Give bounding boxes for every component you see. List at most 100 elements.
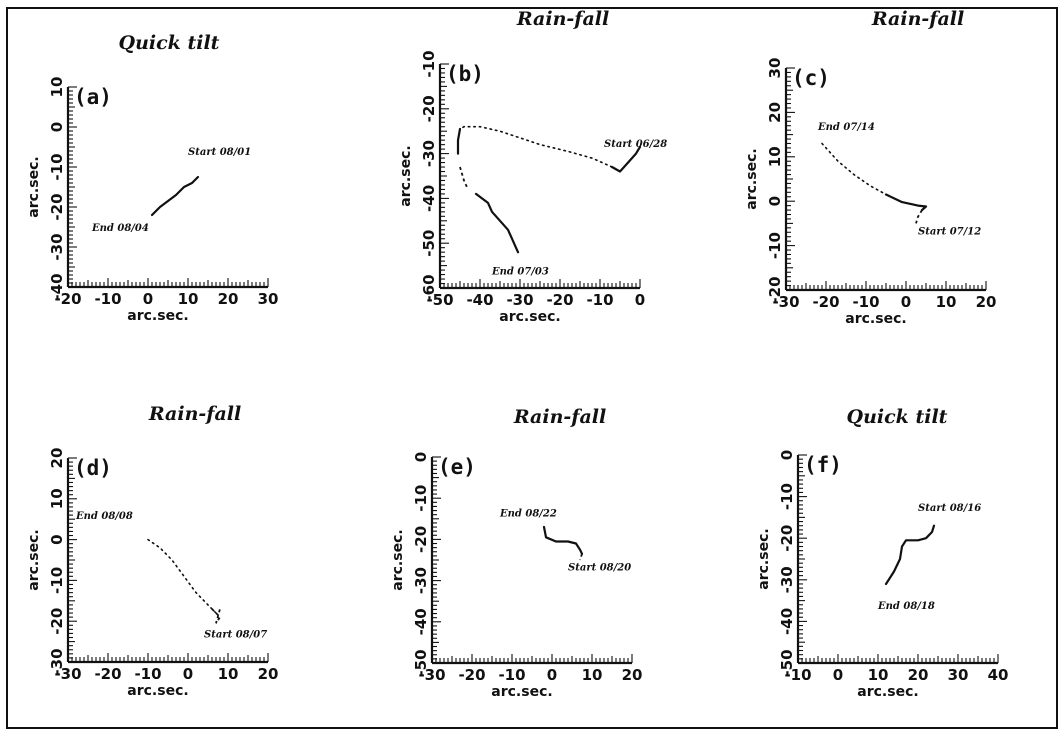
tilt-trace-1: [150, 175, 200, 217]
panel-2: Rain-fall(b)-50 -40 -30 -20 -10 0-60-50-40-30…: [398, 8, 667, 325]
x-axis-title: arc.sec.: [857, 684, 918, 700]
y-tick-label: -20: [48, 193, 66, 220]
y-tick-label: -10: [778, 483, 796, 510]
y-tick-label: -20: [778, 525, 796, 552]
x-tick-label: -30: [772, 293, 799, 311]
tilt-trace-2: [211, 608, 222, 624]
x-tick-label: -40: [466, 291, 493, 309]
trace-annotation: End 08/04: [91, 223, 149, 234]
x-tick-label: 0: [635, 291, 645, 309]
panel-6: Quick tilt (f) -10 0 10 20 30 40 -50 -40 -30 -20 -10…: [756, 406, 1008, 700]
y-tick-label: 0: [48, 534, 66, 544]
panel-title: Rain-fall: [516, 8, 609, 30]
tilt-trace-3: [459, 166, 469, 190]
trace-annotation: End 08/22: [499, 509, 557, 520]
x-tick-label: 10: [868, 666, 889, 684]
panel-title: Rain-fall: [871, 8, 964, 30]
x-axis-title: arc.sec.: [127, 683, 188, 699]
y-tick-label: 20: [766, 102, 784, 123]
trace-annotation: Start 08/16: [918, 503, 981, 514]
y-tick-label: -50: [778, 649, 796, 676]
panel-label: (d): [74, 456, 112, 480]
x-tick-label: 40: [988, 666, 1009, 684]
tilt-trace-4: [474, 192, 520, 254]
y-tick-label: -20: [412, 526, 430, 553]
trace-annotation: End 07/14: [817, 122, 875, 133]
x-tick-label: -10: [498, 666, 525, 684]
tilt-trace-1: [821, 142, 887, 196]
figure-frame: [6, 7, 1058, 729]
y-tick-label: 0: [48, 122, 66, 132]
panel-label: (e): [438, 455, 476, 479]
x-tick-label: -10: [852, 293, 879, 311]
y-tick-label: 0: [412, 452, 430, 462]
tilt-trace-2: [456, 127, 462, 155]
panel-label: (a): [74, 85, 112, 109]
trace-annotation: Start 06/28: [604, 139, 667, 150]
panel-1: Quick tilt (a) -20 -10 0 10 20 30 -40 -30 -20 -10 0 1…: [26, 32, 278, 324]
x-tick-label: 10: [582, 666, 603, 684]
x-tick-label: -50: [426, 291, 453, 309]
panel-5: Rain-fall (e) -30 -20 -10 0 10 20 -50 -40 -30 -20 -1…: [390, 406, 642, 700]
y-tick-label: -10: [412, 485, 430, 512]
y-tick-label: -30: [420, 140, 438, 167]
tilt-trace-5: [610, 145, 642, 173]
tilt-trace-3: [915, 209, 923, 224]
y-tick-label: -10: [48, 153, 66, 180]
trace-annotation: Start 08/07: [204, 630, 267, 641]
x-tick-label: -10: [134, 665, 161, 683]
x-tick-label: 20: [976, 293, 997, 311]
y-tick-label: 10: [766, 146, 784, 167]
x-tick-label: -20: [812, 293, 839, 311]
panels: Quick tilt(a)-20 -10 0 10 20 30-40-30-20-1001…: [26, 8, 1008, 700]
panel-label: (f): [804, 453, 842, 477]
panel-label: (b): [446, 62, 484, 86]
y-axis-title: arc.sec.: [398, 145, 414, 206]
x-tick-label: -10: [784, 666, 811, 684]
y-tick-label: -20: [420, 95, 438, 122]
tilt-trace-1: [542, 525, 584, 555]
y-tick-label: 10: [48, 77, 66, 98]
y-tick-label: -10: [420, 50, 438, 77]
y-axis-title: arc.sec.: [756, 528, 772, 589]
x-tick-label: 10: [936, 293, 957, 311]
x-tick-label: -10: [586, 291, 613, 309]
x-tick-label: 0: [547, 666, 557, 684]
x-tick-label: -30: [506, 291, 533, 309]
y-tick-label: -10: [766, 232, 784, 259]
y-tick-label: -40: [48, 273, 66, 300]
trace-annotation: End 07/03: [491, 267, 549, 278]
x-tick-label: -20: [546, 291, 573, 309]
x-tick-label: 0: [143, 290, 153, 308]
y-tick-label: -20: [766, 276, 784, 303]
x-tick-label: 20: [258, 665, 279, 683]
y-tick-label: 0: [778, 450, 796, 460]
y-tick-label: -30: [412, 567, 430, 594]
y-tick-label: -40: [778, 608, 796, 635]
y-tick-label: -50: [412, 649, 430, 676]
x-tick-label: -20: [54, 290, 81, 308]
y-axis-title: arc.sec.: [26, 156, 42, 217]
trace-annotation: Start 08/01: [188, 147, 251, 158]
tilt-trace-1: [884, 524, 936, 586]
x-axis-title: arc.sec.: [491, 684, 552, 700]
x-tick-label: 0: [183, 665, 193, 683]
y-tick-label: -40: [412, 608, 430, 635]
panel-title: Quick tilt: [119, 32, 220, 54]
y-tick-label: -30: [48, 233, 66, 260]
trace-annotation: End 08/08: [75, 511, 133, 522]
y-tick-label: -10: [48, 567, 66, 594]
y-axis-title: arc.sec.: [26, 529, 42, 590]
tilt-trace-1: [459, 125, 613, 168]
y-tick-label: -20: [48, 608, 66, 635]
x-tick-label: 20: [622, 666, 643, 684]
y-axis-title: arc.sec.: [390, 529, 406, 590]
panel-title: Quick tilt: [847, 406, 948, 428]
x-tick-label: -20: [94, 665, 121, 683]
x-tick-label: 0: [833, 666, 843, 684]
trace-annotation: Start 07/12: [918, 227, 981, 238]
x-tick-label: -30: [54, 665, 81, 683]
trace-annotation: End 08/18: [877, 601, 935, 612]
x-tick-label: -30: [418, 666, 445, 684]
